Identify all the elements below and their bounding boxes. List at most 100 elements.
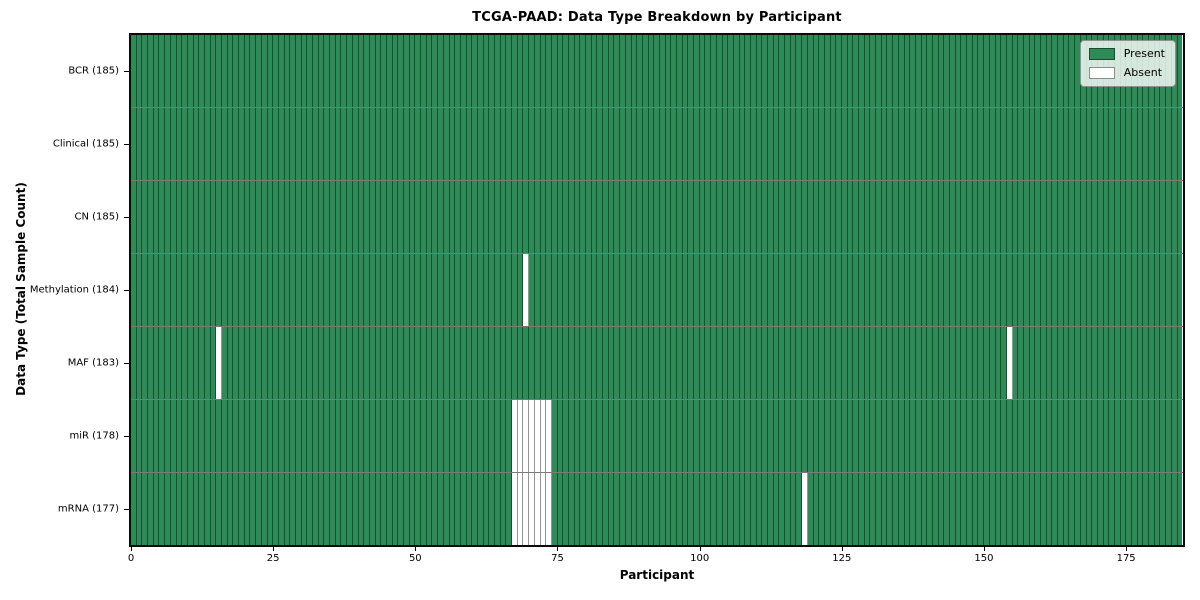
heatmap-cell xyxy=(426,400,433,472)
heatmap-cell xyxy=(142,181,149,253)
heatmap-cell xyxy=(443,181,450,253)
heatmap-cell xyxy=(836,181,842,253)
heatmap-cell xyxy=(768,181,774,253)
heatmap-cell xyxy=(978,473,985,545)
heatmap-cell xyxy=(665,108,672,180)
heatmap-cell xyxy=(301,181,308,253)
x-tick-mark xyxy=(983,547,985,551)
heatmap-cell xyxy=(534,254,541,326)
heatmap-cell xyxy=(813,327,820,399)
heatmap-cell xyxy=(512,181,518,253)
heatmap-cell xyxy=(654,327,660,399)
heatmap-cell xyxy=(301,400,308,472)
heatmap-cell xyxy=(887,473,894,545)
heatmap-cell xyxy=(227,108,234,180)
heatmap-cell xyxy=(961,254,968,326)
heatmap-cell xyxy=(1103,400,1110,472)
heatmap-cell xyxy=(722,400,729,472)
heatmap-cell xyxy=(551,473,558,545)
heatmap-cell xyxy=(341,254,348,326)
heatmap-cell xyxy=(204,327,211,399)
heatmap-cell xyxy=(1166,400,1172,472)
heatmap-cell xyxy=(233,473,240,545)
heatmap-cell xyxy=(170,35,177,107)
heatmap-cell xyxy=(785,473,791,545)
heatmap-cell xyxy=(1120,327,1127,399)
heatmap-cell xyxy=(1001,254,1007,326)
heatmap-cell xyxy=(529,181,535,253)
heatmap-cell xyxy=(836,473,842,545)
heatmap-cell xyxy=(307,473,313,545)
heatmap-cell xyxy=(222,400,228,472)
heatmap-cell xyxy=(199,181,205,253)
heatmap-cell xyxy=(659,400,666,472)
heatmap-cell xyxy=(955,400,962,472)
heatmap-cell xyxy=(284,181,291,253)
heatmap-cell xyxy=(853,473,859,545)
heatmap-cell xyxy=(580,181,586,253)
heatmap-cell xyxy=(1160,108,1167,180)
heatmap-cell xyxy=(415,35,422,107)
heatmap-cell xyxy=(1166,327,1172,399)
heatmap-cell xyxy=(369,35,376,107)
heatmap-cell xyxy=(972,108,979,180)
heatmap-cell xyxy=(603,181,609,253)
heatmap-cell xyxy=(432,35,439,107)
heatmap-cell xyxy=(529,108,535,180)
heatmap-cell xyxy=(364,473,370,545)
heatmap-cell xyxy=(893,254,899,326)
heatmap-cell xyxy=(239,181,245,253)
heatmap-cell xyxy=(813,108,820,180)
heatmap-cell xyxy=(591,181,598,253)
heatmap-cell xyxy=(802,400,808,472)
heatmap-cell xyxy=(273,473,279,545)
heatmap-cell xyxy=(489,327,495,399)
heatmap-cell xyxy=(392,108,399,180)
heatmap-cell xyxy=(170,400,177,472)
heatmap-cell xyxy=(1109,327,1115,399)
heatmap-cell xyxy=(847,400,854,472)
heatmap-cell xyxy=(671,400,677,472)
heatmap-cell xyxy=(705,254,712,326)
heatmap-cell xyxy=(153,473,160,545)
heatmap-cell xyxy=(1126,327,1132,399)
heatmap-cell xyxy=(534,473,541,545)
heatmap-cell xyxy=(256,327,262,399)
heatmap-cell xyxy=(1058,35,1064,107)
heatmap-cell xyxy=(489,108,495,180)
heatmap-cell xyxy=(347,400,353,472)
y-tick-label: CN (185) xyxy=(74,211,119,223)
heatmap-cell xyxy=(739,400,746,472)
heatmap-cell xyxy=(557,327,564,399)
heatmap-cell xyxy=(273,254,279,326)
heatmap-cell xyxy=(273,35,279,107)
heatmap-cell xyxy=(1069,181,1076,253)
heatmap-cell xyxy=(881,327,888,399)
heatmap-cell xyxy=(932,473,939,545)
heatmap-cell xyxy=(563,473,569,545)
heatmap-cell xyxy=(682,400,689,472)
heatmap-cell xyxy=(131,400,137,472)
heatmap-cell xyxy=(910,35,916,107)
heatmap-cell xyxy=(546,254,552,326)
heatmap-cell xyxy=(495,181,501,253)
heatmap-cell xyxy=(938,181,945,253)
heatmap-cell xyxy=(699,35,706,107)
heatmap-cell xyxy=(244,181,251,253)
heatmap-cell xyxy=(489,181,495,253)
heatmap-cell xyxy=(540,400,547,472)
heatmap-cell xyxy=(762,473,768,545)
heatmap-cell xyxy=(807,254,814,326)
heatmap-cell xyxy=(671,254,677,326)
heatmap-cell xyxy=(159,400,166,472)
heatmap-cell xyxy=(790,400,797,472)
heatmap-cell xyxy=(807,327,814,399)
heatmap-cell xyxy=(193,400,200,472)
heatmap-cell xyxy=(1154,108,1161,180)
heatmap-cell xyxy=(841,254,848,326)
heatmap-cell xyxy=(1114,108,1121,180)
heatmap-cell xyxy=(608,181,615,253)
heatmap-cell xyxy=(1092,400,1098,472)
heatmap-cell xyxy=(500,254,507,326)
heatmap-cell xyxy=(603,108,609,180)
